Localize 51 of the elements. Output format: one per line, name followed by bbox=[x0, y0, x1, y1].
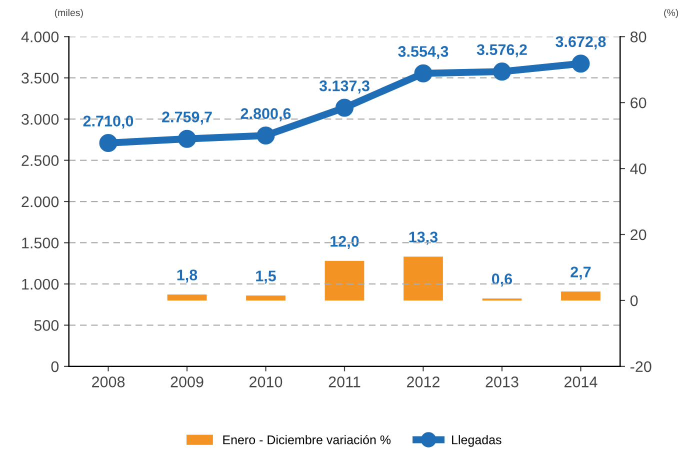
y2-tick-label: 0 bbox=[630, 295, 638, 306]
y-tick-label: 0 bbox=[51, 361, 59, 372]
bar bbox=[167, 294, 207, 300]
data-label: 3.576,2 bbox=[476, 44, 527, 58]
x-tick-label: 2009 bbox=[170, 376, 204, 388]
data-label: 2,7 bbox=[570, 266, 591, 280]
y-tick-label: 2.000 bbox=[22, 196, 59, 208]
data-label: 1,5 bbox=[256, 270, 276, 284]
data-label: 3.137,3 bbox=[319, 80, 370, 94]
y-tick-label: 1.500 bbox=[22, 238, 59, 248]
bar bbox=[561, 292, 600, 300]
point bbox=[178, 130, 196, 148]
data-label: 13,3 bbox=[409, 232, 438, 245]
y2-tick-label: 40 bbox=[630, 163, 646, 174]
y-tick-label: 3.000 bbox=[22, 114, 59, 125]
y-tick-label: 3.500 bbox=[22, 72, 59, 84]
x-tick-label: 2008 bbox=[92, 376, 125, 388]
x-tick-label: 2010 bbox=[250, 376, 282, 388]
x-tick-label: 2011 bbox=[328, 376, 360, 388]
y-tick-label: 500 bbox=[34, 320, 59, 331]
data-label: 2.759,7 bbox=[162, 112, 212, 125]
data-label: 12,0 bbox=[330, 236, 359, 249]
y2-tick-label: 60 bbox=[630, 97, 646, 108]
point bbox=[99, 134, 118, 152]
y-tick-label: 2.500 bbox=[22, 155, 59, 166]
data-label: 3.554,3 bbox=[398, 46, 448, 60]
y2-axis-title: (%) bbox=[664, 8, 678, 18]
data-label: 2.710,0 bbox=[83, 116, 134, 129]
point bbox=[335, 98, 354, 117]
point bbox=[414, 64, 432, 82]
legend-label: Enero - Diciembre variación % bbox=[223, 434, 391, 444]
point bbox=[256, 126, 275, 145]
bar bbox=[246, 296, 286, 300]
bar bbox=[324, 260, 364, 300]
data-label: 2.800,6 bbox=[240, 108, 291, 122]
bar bbox=[404, 256, 443, 300]
x-tick-label: 2012 bbox=[407, 376, 440, 388]
point bbox=[492, 62, 512, 81]
x-tick-label: 2014 bbox=[564, 376, 598, 388]
data-label: 1,8 bbox=[177, 270, 198, 283]
point bbox=[572, 54, 590, 73]
y-axis-title: (miles) bbox=[54, 8, 83, 18]
y-tick-label: 4.000 bbox=[21, 32, 59, 42]
data-label: 0,6 bbox=[492, 274, 512, 287]
legend-label: Llegadas bbox=[452, 435, 502, 447]
x-tick-label: 2013 bbox=[486, 376, 518, 388]
y-tick-label: 1.000 bbox=[22, 278, 59, 290]
y2-tick-label: 20 bbox=[630, 229, 646, 240]
y2-tick-label: 80 bbox=[630, 32, 646, 42]
data-label: 3.672,8 bbox=[556, 36, 606, 50]
y2-tick-label: -20 bbox=[630, 361, 652, 372]
